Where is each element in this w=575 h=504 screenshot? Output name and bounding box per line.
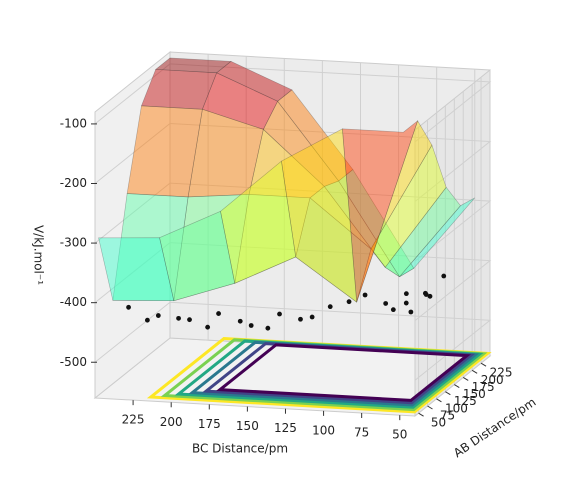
z-axis-label: V/kJ.mol⁻¹: [32, 225, 46, 285]
trajectory-point: [176, 315, 181, 321]
grid-line: [94, 242, 492, 322]
trajectory-point: [277, 311, 282, 317]
contour-band: [174, 339, 484, 409]
surface-patch: [295, 197, 372, 303]
contour-band: [216, 343, 471, 402]
x-tick-label: 125: [454, 394, 477, 408]
trajectory-point: [383, 301, 389, 306]
z-tick-label: -400: [60, 295, 87, 309]
surface-patch: [201, 72, 279, 130]
surface-patch: [356, 120, 433, 303]
trajectory-point: [423, 292, 429, 297]
contour-band: [160, 338, 488, 412]
tick-mark: [462, 376, 469, 381]
tick-mark: [454, 384, 460, 389]
trajectory-point: [126, 304, 131, 310]
trajectory-point: [237, 318, 243, 324]
trajectory-point: [427, 293, 433, 299]
y-tick-label: 225: [122, 413, 145, 427]
y-tick-label: 175: [198, 417, 221, 431]
trajectory-point: [298, 316, 303, 322]
y-tick-label: 150: [236, 419, 259, 433]
z-tick-label: -300: [60, 236, 87, 250]
z-tick-label: -200: [60, 176, 87, 190]
trajectory-point: [265, 325, 271, 331]
surface-patch: [277, 89, 354, 182]
trajectory-point: [205, 324, 211, 330]
trajectory-point: [403, 300, 409, 306]
grid-line: [94, 63, 492, 143]
tick-mark: [436, 398, 442, 403]
y-axis-label: BC Distance/pm: [192, 442, 288, 456]
contour-band: [188, 340, 480, 407]
contour-band: [202, 342, 476, 405]
x-tick-label: 150: [463, 387, 486, 401]
y-tick-label: 75: [354, 426, 369, 440]
trajectory-point: [309, 314, 315, 320]
y-tick-label: 200: [160, 415, 183, 429]
surface-patch: [140, 69, 218, 110]
x-tick-label: 75: [440, 409, 455, 423]
surface-patch: [154, 57, 232, 74]
tick-mark: [427, 405, 433, 410]
trajectory-point: [248, 323, 254, 328]
surface-patch: [262, 100, 340, 187]
x-tick-label: 225: [490, 366, 513, 380]
x-tick-label: 50: [431, 416, 446, 430]
z-tick-label: -100: [60, 116, 87, 130]
tick-mark: [418, 412, 424, 417]
x-tick-label: 100: [445, 401, 468, 415]
surface-patch: [98, 237, 175, 302]
surface-patch: [323, 180, 400, 277]
surface-patch: [187, 108, 264, 198]
surface-patch: [338, 169, 415, 278]
surface-patch: [281, 128, 358, 303]
trajectory-point: [441, 273, 447, 279]
surface-patch: [159, 210, 236, 302]
tick-mark: [471, 369, 478, 374]
x-tick-label: 175: [472, 380, 495, 394]
surface-patch: [384, 186, 461, 278]
surface-patch: [342, 119, 419, 303]
trajectory-point: [187, 317, 192, 323]
trajectory-point: [403, 291, 409, 297]
surface-patch: [248, 128, 325, 199]
surface-patch: [112, 193, 189, 302]
y-tick-label: 50: [392, 428, 407, 442]
surface-patch: [234, 194, 311, 284]
trajectory-point: [362, 292, 368, 298]
surface-patch: [399, 197, 475, 278]
surface-patch: [370, 144, 447, 268]
x-tick-label: 200: [481, 373, 504, 387]
grid-line: [94, 182, 492, 262]
grid-line: [94, 122, 492, 202]
y-tick-label: 100: [312, 423, 335, 437]
trajectory-point: [408, 309, 414, 315]
surface-patch: [216, 61, 293, 102]
trajectory-point: [327, 304, 333, 310]
trajectory-point: [155, 313, 161, 318]
surface-patch: [309, 186, 386, 268]
trajectory-point: [390, 307, 396, 313]
contour-band: [146, 337, 492, 414]
tick-mark: [445, 391, 451, 396]
tick-mark: [480, 362, 487, 367]
trajectory-point: [346, 299, 352, 305]
surface-patch: [220, 160, 297, 284]
z-tick-label: -500: [60, 355, 87, 369]
trajectory-point: [216, 311, 221, 316]
trajectory-point: [144, 317, 150, 323]
surface-patch: [173, 194, 250, 302]
y-tick-label: 125: [274, 421, 297, 435]
surface-patch: [126, 105, 203, 198]
